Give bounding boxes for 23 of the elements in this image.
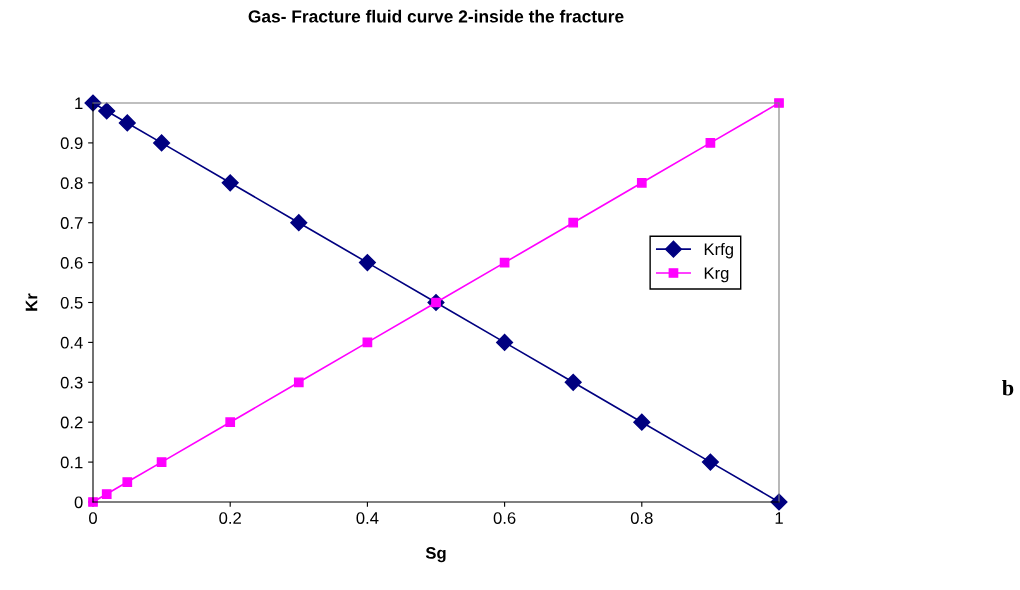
y-tick-label: 0.9 [60,137,83,150]
legend-label: Krg [704,267,729,283]
x-tick-label: 0.8 [630,512,653,524]
x-tick-label: 0.4 [356,512,379,524]
legend-label: Krfg [704,242,733,259]
y-tick-label: 0.1 [60,456,83,469]
x-tick-label: 0 [89,512,97,524]
y-tick-label: 0 [74,496,83,509]
y-tick-label: 1 [75,97,83,110]
y-tick-label: 0.6 [60,257,83,269]
text: b [1002,379,1014,396]
y-tick-label: 0.4 [60,336,83,349]
y-tick-label: 0.8 [60,177,83,189]
y-tick-label: 0.7 [60,217,83,229]
chart-title: Gas- Fracture fluid curve 2-inside the fracture [248,9,624,23]
y-axis-title: Kr [25,293,38,311]
x-tick-label: 0.2 [219,512,241,524]
y-tick-label: 0.5 [60,296,83,309]
x-tick-label: 0.6 [493,512,516,524]
x-tick-label: 1 [775,512,783,524]
x-axis-title: Sg [425,547,446,563]
y-tick-label: 0.3 [60,376,83,389]
y-tick-label: 0.2 [60,416,83,429]
